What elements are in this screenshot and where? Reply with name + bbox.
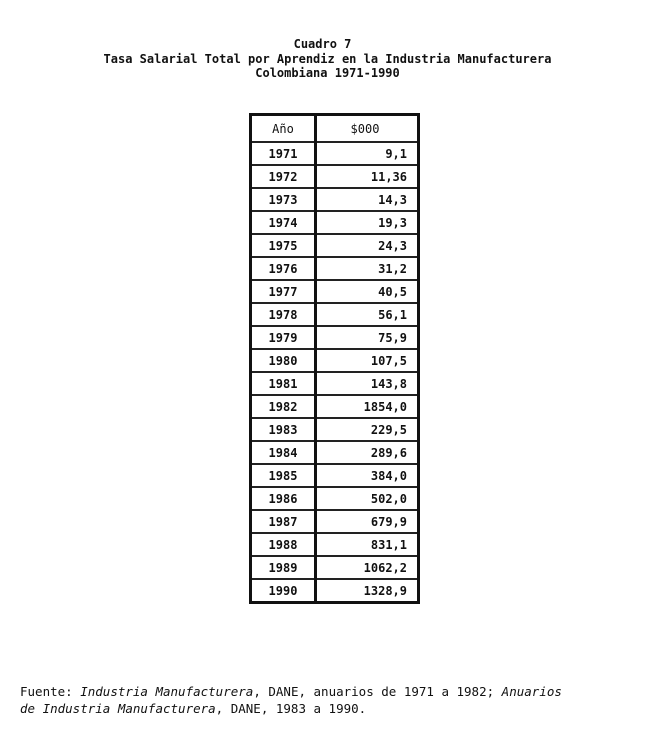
value-cell: 19,3 — [314, 210, 420, 235]
value-cell: 1854,0 — [314, 394, 420, 419]
year-cell: 1972 — [249, 164, 317, 189]
value-cell: 107,5 — [314, 348, 420, 373]
table-row: 1980 107,5 — [249, 348, 420, 373]
table-row: 1972 11,36 — [249, 164, 420, 189]
value-cell: 1062,2 — [314, 555, 420, 580]
table-row: 1981 143,8 — [249, 371, 420, 396]
value-cell: 289,6 — [314, 440, 420, 465]
year-cell: 1978 — [249, 302, 317, 327]
year-cell: 1977 — [249, 279, 317, 304]
year-cell: 1981 — [249, 371, 317, 396]
year-cell: 1976 — [249, 256, 317, 281]
footnote-end: , DANE, 1983 a 1990. — [215, 701, 367, 716]
table-row: 1978 56,1 — [249, 302, 420, 327]
table-row: 1982 1854,0 — [249, 394, 420, 419]
table-row: 1983 229,5 — [249, 417, 420, 442]
table-row: 1986 502,0 — [249, 486, 420, 511]
table-number: Cuadro 7 — [293, 37, 352, 51]
year-cell: 1987 — [249, 509, 317, 534]
value-cell: 143,8 — [314, 371, 420, 396]
table-title: Tasa Salarial Total por Aprendiz en la I… — [103, 52, 552, 66]
table-row: 1979 75,9 — [249, 325, 420, 350]
year-cell: 1971 — [249, 141, 317, 166]
table-row: 1984 289,6 — [249, 440, 420, 465]
table-row: 1989 1062,2 — [249, 555, 420, 580]
year-cell: 1988 — [249, 532, 317, 557]
value-cell: 1328,9 — [314, 578, 420, 604]
header-year: Año — [249, 113, 317, 143]
table-row: 1977 40,5 — [249, 279, 420, 304]
source-footnote: Fuente: Industria Manufacturera, DANE, a… — [20, 683, 562, 717]
year-cell: 1990 — [249, 578, 317, 604]
table-header-row: Año $000 — [249, 113, 420, 143]
header-value: $000 — [314, 113, 420, 143]
table-row: 1990 1328,9 — [249, 578, 420, 604]
table-row: 1985 384,0 — [249, 463, 420, 488]
year-cell: 1982 — [249, 394, 317, 419]
value-cell: 229,5 — [314, 417, 420, 442]
table-row: 1973 14,3 — [249, 187, 420, 212]
value-cell: 75,9 — [314, 325, 420, 350]
value-cell: 502,0 — [314, 486, 420, 511]
table-row: 1988 831,1 — [249, 532, 420, 557]
footnote-source2a: Anuarios — [501, 684, 562, 699]
year-cell: 1973 — [249, 187, 317, 212]
table-row: 1976 31,2 — [249, 256, 420, 281]
footnote-prefix: Fuente: — [20, 684, 81, 699]
table-row: 1974 19,3 — [249, 210, 420, 235]
value-cell: 40,5 — [314, 279, 420, 304]
year-cell: 1975 — [249, 233, 317, 258]
year-cell: 1989 — [249, 555, 317, 580]
year-cell: 1974 — [249, 210, 317, 235]
value-cell: 384,0 — [314, 463, 420, 488]
year-cell: 1985 — [249, 463, 317, 488]
year-cell: 1983 — [249, 417, 317, 442]
table-row: 1971 9,1 — [249, 141, 420, 166]
footnote-source2b: de Industria Manufacturera — [20, 701, 216, 716]
value-cell: 679,9 — [314, 509, 420, 534]
value-cell: 56,1 — [314, 302, 420, 327]
footnote-source1: Industria Manufacturera — [80, 684, 254, 699]
value-cell: 24,3 — [314, 233, 420, 258]
value-cell: 9,1 — [314, 141, 420, 166]
table-row: 1975 24,3 — [249, 233, 420, 258]
table-subtitle: Colombiana 1971-1990 — [255, 66, 400, 80]
footnote-mid: , DANE, anuarios de 1971 a 1982; — [253, 684, 502, 699]
table-row: 1987 679,9 — [249, 509, 420, 534]
year-cell: 1979 — [249, 325, 317, 350]
year-cell: 1980 — [249, 348, 317, 373]
wage-table: Año $000 1971 9,1 1972 11,36 1973 14,3 1974 19,… — [249, 113, 420, 604]
year-cell: 1984 — [249, 440, 317, 465]
value-cell: 14,3 — [314, 187, 420, 212]
value-cell: 831,1 — [314, 532, 420, 557]
year-cell: 1986 — [249, 486, 317, 511]
value-cell: 31,2 — [314, 256, 420, 281]
value-cell: 11,36 — [314, 164, 420, 189]
